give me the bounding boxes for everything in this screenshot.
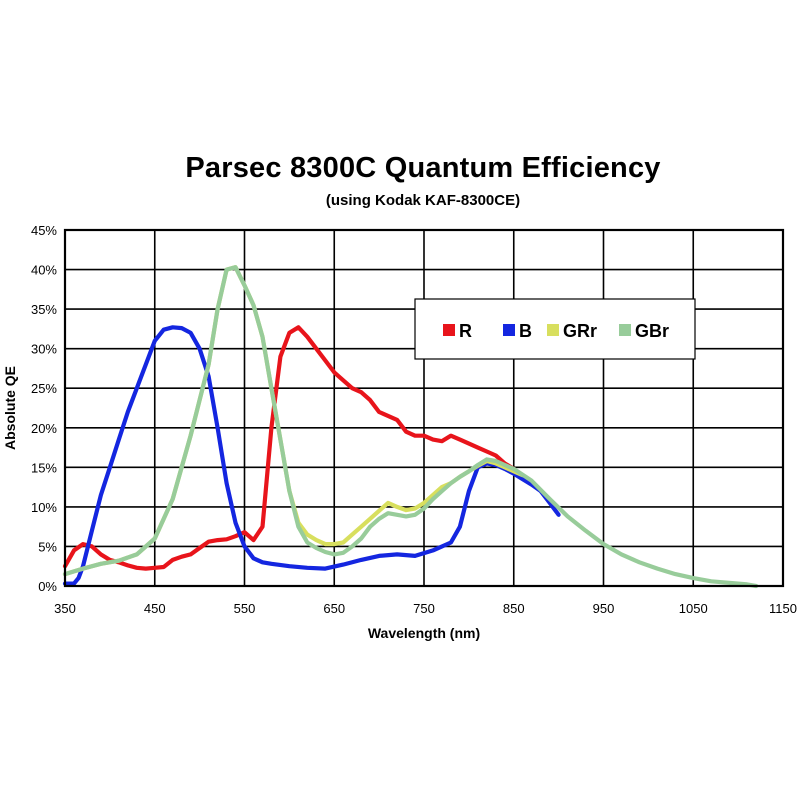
x-tick-label: 350	[54, 601, 76, 616]
legend-swatch-grr	[547, 324, 559, 336]
y-tick-label: 20%	[31, 421, 57, 436]
series-lines	[62, 265, 759, 589]
legend-label-gbr: GBr	[635, 321, 669, 341]
chart-title: Parsec 8300C Quantum Efficiency	[185, 152, 661, 184]
y-tick-label: 15%	[31, 460, 57, 475]
series-line-gbr	[62, 265, 759, 589]
y-tick-label: 25%	[31, 381, 57, 396]
tick-labels: 350 450 550 650 750 850 950 1050 1150 0% 5% 10% 15% 2…	[31, 223, 797, 616]
x-tick-label: 950	[593, 601, 615, 616]
y-axis-label: Absolute QE	[2, 366, 18, 450]
legend-items: R B GRr GBr	[443, 321, 669, 341]
x-tick-label: 650	[323, 601, 345, 616]
legend-label-b: B	[519, 321, 532, 341]
y-tick-label: 5%	[38, 539, 57, 554]
y-tick-label: 35%	[31, 302, 57, 317]
x-tick-label: 750	[413, 601, 435, 616]
x-tick-label: 1150	[769, 601, 797, 616]
legend-swatch-b	[503, 324, 515, 336]
y-tick-label: 45%	[31, 223, 57, 238]
series-line-r	[62, 325, 516, 571]
legend-label-r: R	[459, 321, 472, 341]
x-tick-label: 850	[503, 601, 525, 616]
legend-label-grr: GRr	[563, 321, 597, 341]
legend: R B GRr GBr	[414, 298, 696, 360]
y-tick-label: 0%	[38, 579, 57, 594]
x-tick-label: 550	[234, 601, 256, 616]
legend-swatch-r	[443, 324, 455, 336]
y-tick-label: 30%	[31, 342, 57, 357]
chart-subtitle: (using Kodak KAF-8300CE)	[325, 192, 521, 209]
y-tick-label: 10%	[31, 500, 57, 515]
x-tick-label: 450	[144, 601, 166, 616]
x-tick-label: 1050	[679, 601, 708, 616]
x-axis-label: Wavelength (nm)	[368, 625, 480, 641]
plot-frame	[63, 228, 785, 588]
legend-swatch-gbr	[619, 324, 631, 336]
y-tick-label: 40%	[31, 263, 57, 278]
grid	[65, 230, 783, 586]
